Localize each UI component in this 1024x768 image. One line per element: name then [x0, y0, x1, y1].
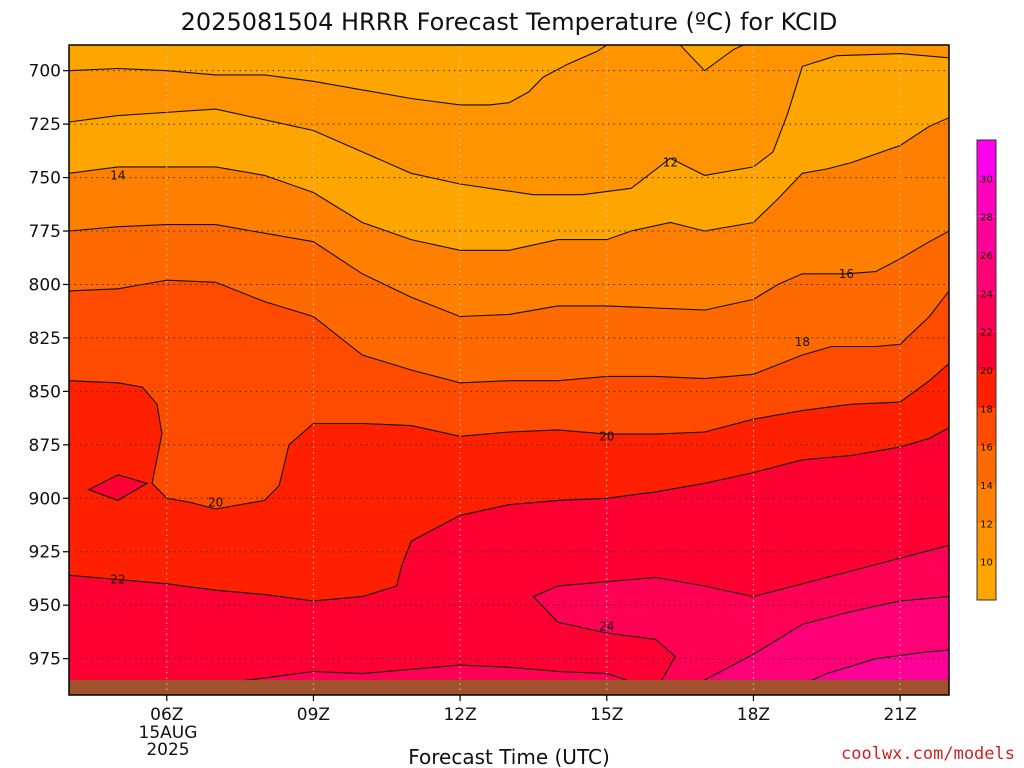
contour-pocket-20: [87, 474, 149, 502]
colorbar-tick-label: 20: [980, 366, 993, 377]
colorbar-tick-label: 24: [980, 289, 993, 300]
contour-line-26: [679, 596, 949, 695]
colorbar-tick-label: 16: [980, 443, 993, 454]
colorbar-tick-label: 10: [980, 558, 993, 569]
colorbar-swatch: [977, 561, 996, 600]
credit-text: coolwx.com/models: [841, 744, 1015, 764]
colorbar-swatch: [977, 523, 996, 562]
contour-line-28: [777, 649, 949, 695]
y-tick-label: 925: [29, 543, 61, 563]
y-tick-label: 825: [29, 329, 61, 349]
x-tick-label: 18Z: [737, 705, 770, 725]
x-tick-label: 15Z: [590, 705, 623, 725]
colorbar-tick-label: 12: [980, 519, 993, 530]
y-tick-label: 700: [29, 62, 61, 82]
chart-title: 2025081504 HRRR Forecast Temperature (ºC…: [181, 8, 838, 36]
y-tick-label: 875: [29, 436, 61, 456]
contour-label: 18: [795, 335, 810, 349]
contour-label: 24: [599, 620, 614, 634]
contour-fill-24: [69, 545, 949, 695]
contour-group: 12 14 16 18 20 20 22 24: [69, 45, 949, 695]
x-axis-label: Forecast Time (UTC): [408, 745, 610, 768]
colorbar-frame: [976, 139, 997, 601]
contour-label: 16: [839, 267, 854, 281]
colorbar-swatch: [977, 293, 996, 332]
x-tick-label: 09Z: [297, 705, 330, 725]
y-tick-label: 725: [29, 115, 61, 135]
contour-line-24-b: [532, 544, 949, 695]
y-tick-label: 975: [29, 650, 61, 670]
contour-label: 20: [599, 429, 614, 443]
colorbar-tick-label: 22: [980, 328, 993, 339]
contour-line-18: [69, 279, 949, 384]
x-tick-label: 12Z: [443, 705, 476, 725]
colorbar-swatch: [977, 446, 996, 485]
colorbar-tick-label: 26: [980, 251, 993, 262]
contour-label: 20: [208, 496, 223, 510]
colorbar-swatch: [977, 485, 996, 524]
contour-line-14: [69, 117, 949, 251]
colorbar-tick-label: 18: [980, 404, 993, 415]
contour-line-12: [69, 45, 608, 106]
contour-line-16: [69, 224, 949, 318]
contour-label: 12: [663, 156, 678, 170]
contour-label: 22: [110, 573, 125, 587]
plot-frame: [68, 44, 950, 696]
contour-line-22: [69, 427, 949, 602]
colorbar-tick-label: 14: [980, 481, 993, 492]
y-tick-label: 900: [29, 489, 61, 509]
contour-fill-12: [69, 45, 949, 195]
colorbar-swatch: [977, 331, 996, 370]
colorbar-swatch: [977, 255, 996, 294]
colorbar-swatch: [977, 370, 996, 409]
contour-label: 14: [110, 168, 125, 182]
contour-line-20: [69, 363, 949, 510]
colorbar-swatch: [977, 216, 996, 255]
x-date-year: 2025: [146, 740, 189, 760]
x-axis: 06Z 09Z 12Z 15Z 18Z 21Z: [150, 695, 917, 725]
contour-fill-26: [69, 596, 949, 695]
y-tick-label: 775: [29, 222, 61, 242]
colorbar-swatch: [977, 140, 996, 179]
x-tick-label: 06Z: [150, 705, 183, 725]
x-date-day: 15AUG: [139, 723, 198, 743]
y-tick-label: 750: [29, 169, 61, 189]
x-tick-label: 21Z: [883, 705, 916, 725]
y-tick-label: 950: [29, 596, 61, 616]
colorbar-tick-label: 28: [980, 213, 993, 224]
y-tick-label: 850: [29, 382, 61, 402]
plot-area: 12 14 16 18 20 20 22 24: [68, 44, 950, 696]
colorbar-swatch: [977, 408, 996, 447]
colorbar: 10 12 14 16 18 20 22 24 26 28 30: [976, 139, 997, 601]
colorbar-tick-label: 30: [980, 174, 993, 185]
contour-line-12-b: [69, 45, 949, 196]
colorbar-swatch: [977, 178, 996, 217]
y-tick-label: 800: [29, 275, 61, 295]
y-axis: 700 725 750 775 800 825 850 875 900 925 950 975: [29, 62, 69, 670]
ground-band: [69, 680, 949, 695]
